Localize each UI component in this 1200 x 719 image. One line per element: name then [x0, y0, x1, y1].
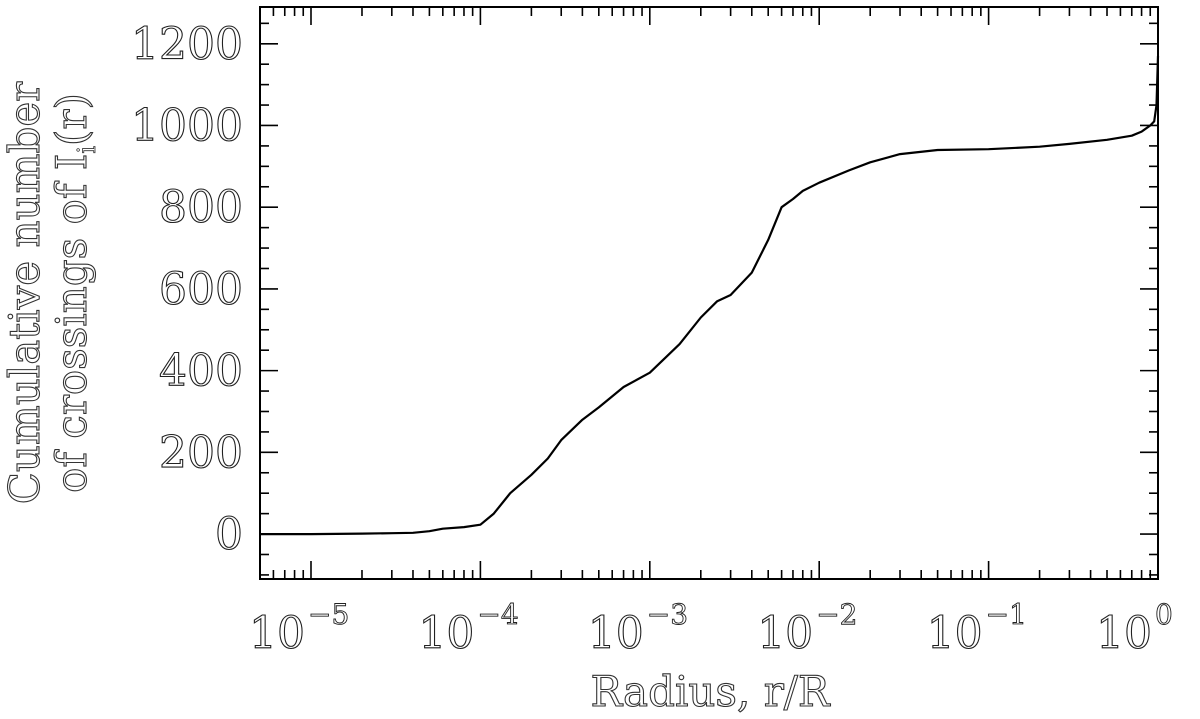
- x-tick-exponent: −1: [986, 598, 1027, 631]
- y-axis-title-subscript: i: [73, 146, 101, 154]
- y-axis-title-line2-prefix: of crossings of I: [47, 154, 96, 493]
- x-tick-exponent: −5: [308, 598, 349, 631]
- x-tick-label: 10 −5: [248, 598, 349, 660]
- x-tick-label: 10 −1: [926, 598, 1027, 660]
- y-tick-label: 800: [159, 182, 243, 233]
- x-tick-label: 10 −4: [418, 598, 519, 660]
- x-tick-labels: 10 −5 10 −4 10 −3 10 −2 10 −1 10 0: [248, 598, 1173, 660]
- x-tick-base: 10: [249, 608, 305, 659]
- y-tick-label: 400: [159, 346, 243, 397]
- axis-ticks: [259, 7, 1159, 579]
- x-tick-label: 10 −2: [757, 598, 858, 660]
- x-tick-exponent: 0: [1155, 598, 1173, 631]
- y-tick-label: 200: [159, 427, 243, 478]
- y-axis-title-2: of crossings of Ii(r): [46, 93, 101, 494]
- y-axis-title-line2: of crossings of Ii(r): [47, 93, 101, 493]
- x-tick-label: 10 0: [1095, 598, 1173, 660]
- x-tick-base: 10: [927, 608, 983, 659]
- x-tick-exponent: −2: [816, 598, 857, 631]
- series-line: [260, 55, 1160, 536]
- x-tick-base: 10: [757, 608, 813, 659]
- y-tick-labels: 0 200 400 600 800 1000 1200: [130, 18, 243, 560]
- y-tick-label: 0: [215, 509, 243, 560]
- x-tick-label: 10 −3: [587, 598, 688, 660]
- x-axis-title: Radius, r/R: [590, 667, 830, 716]
- y-axis-title: Cumulative number: [0, 80, 50, 505]
- y-tick-label: 1000: [131, 100, 243, 151]
- y-tick-label: 1200: [131, 19, 243, 70]
- x-tick-base: 10: [418, 608, 474, 659]
- x-tick-base: 10: [1096, 608, 1152, 659]
- y-axis-title-line1: Cumulative number: [0, 81, 49, 504]
- y-tick-label: 600: [159, 264, 243, 315]
- x-tick-base: 10: [588, 608, 644, 659]
- x-tick-exponent: −3: [647, 598, 688, 631]
- y-axis-title-line2-suffix: (r): [47, 93, 96, 146]
- plot-frame: [259, 6, 1159, 580]
- x-tick-exponent: −4: [477, 598, 518, 631]
